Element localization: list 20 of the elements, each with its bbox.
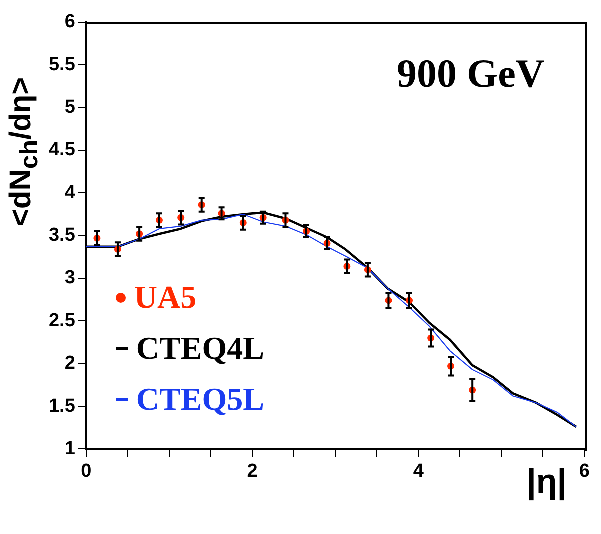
x-tick-label: 4 xyxy=(413,460,424,482)
y-tick-label: 6 xyxy=(64,12,76,33)
x-tick-label: 6 xyxy=(579,460,590,482)
y-tick-label: 1.5 xyxy=(48,396,76,417)
text: 900 GeV xyxy=(396,50,545,98)
y-tick-label: 5 xyxy=(64,96,76,118)
y-tick-label: 2.5 xyxy=(48,310,76,332)
x-tick-label: 2 xyxy=(247,460,258,482)
y-tick-label: 1 xyxy=(64,438,76,460)
y-tick-label: 3.5 xyxy=(48,225,76,246)
legend-label: UA5 xyxy=(134,279,197,316)
legend-label: CTEQ5L xyxy=(136,381,264,418)
y-tick-label: 4.5 xyxy=(48,140,76,161)
x-axis-title: |η| xyxy=(526,463,567,502)
x-tick-label: 0 xyxy=(81,460,92,482)
legend-label: CTEQ4L xyxy=(136,330,264,368)
y-tick-label: 5.5 xyxy=(48,54,76,76)
y-tick-label: 3 xyxy=(64,268,76,289)
y-tick-label: 2 xyxy=(64,353,76,374)
y-tick-label: 4 xyxy=(64,182,76,204)
